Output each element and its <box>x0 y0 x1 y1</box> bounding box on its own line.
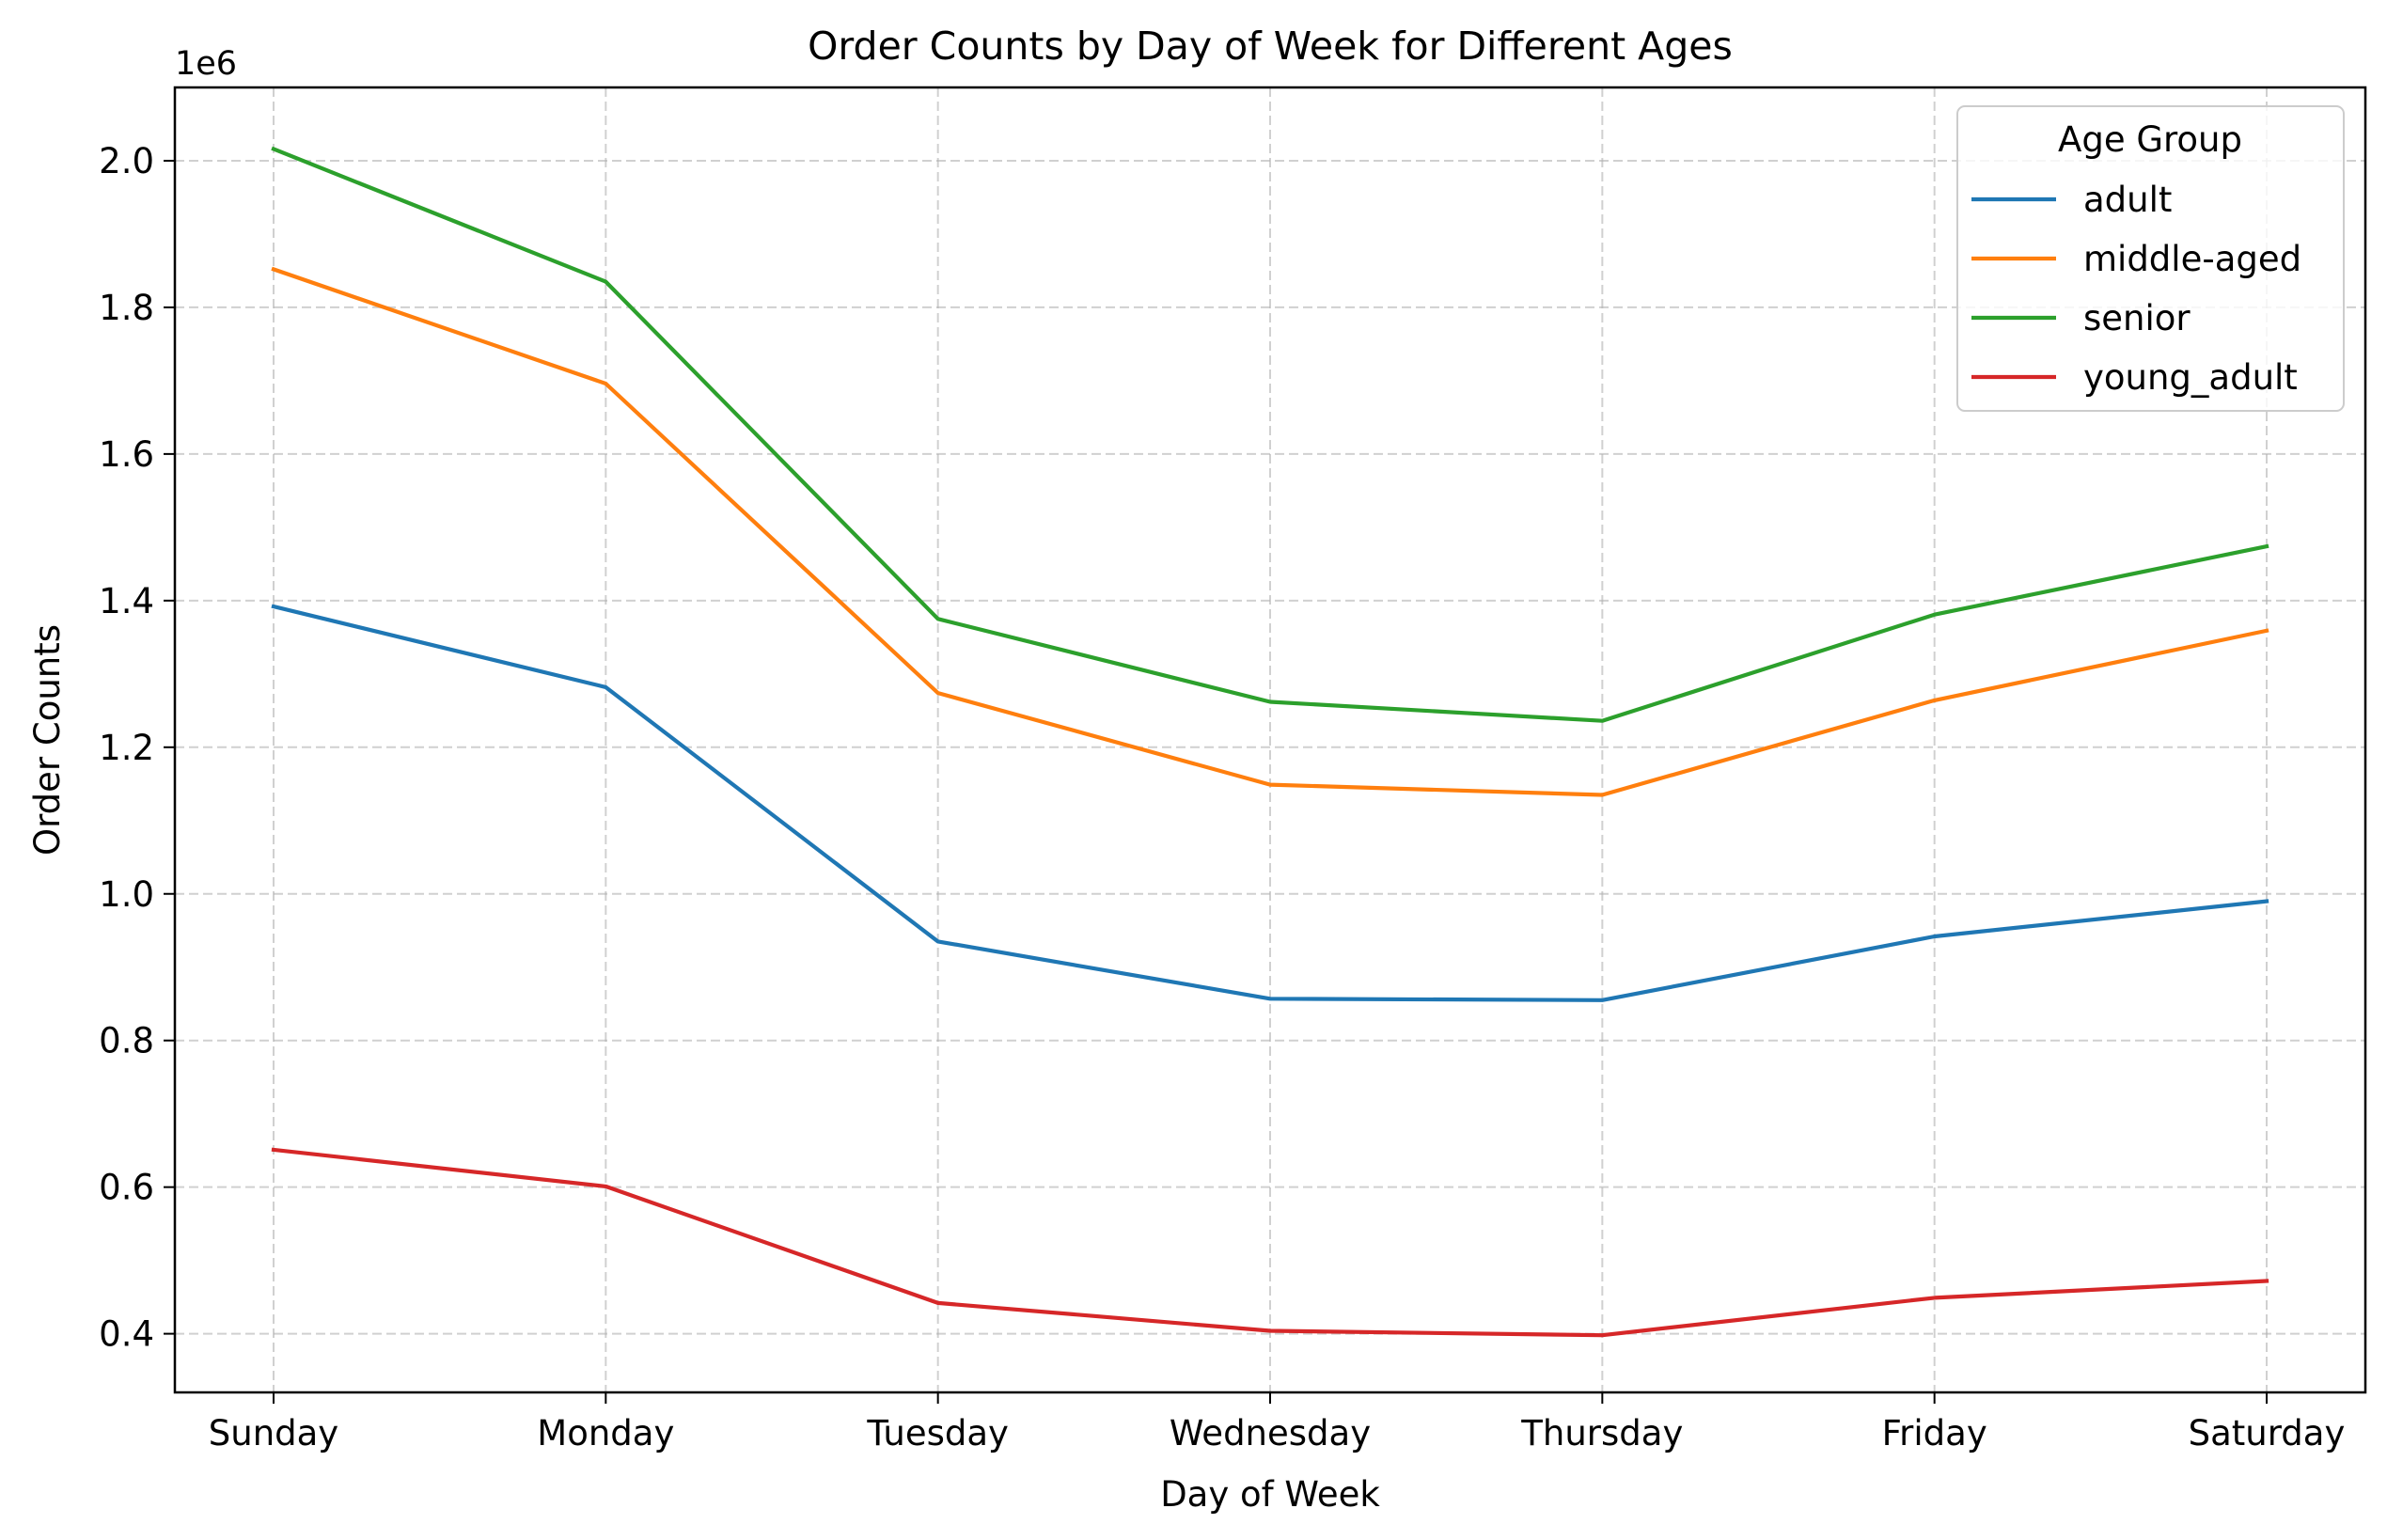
y-tick-label: 1.8 <box>99 288 154 328</box>
y-axis: 0.4 0.6 0.8 1.0 1.2 1.4 1.6 1.8 2.0 <box>99 141 175 1355</box>
series-line-middle-aged <box>271 266 2269 797</box>
x-tick-label: Tuesday <box>866 1413 1009 1454</box>
x-tick-label: Wednesday <box>1170 1413 1371 1454</box>
y-tick-label: 1.2 <box>99 728 154 768</box>
legend-label-middle-aged: middle-aged <box>2083 239 2301 279</box>
x-tick-label: Saturday <box>2189 1413 2346 1454</box>
x-axis-label: Day of Week <box>1160 1474 1380 1515</box>
x-tick-label: Monday <box>537 1413 674 1454</box>
series-lines <box>271 146 2269 1338</box>
y-tick-label: 1.6 <box>99 434 154 475</box>
legend-box <box>1956 105 2345 412</box>
y-tick-label: 1.0 <box>99 874 154 915</box>
legend-label-young_adult: young_adult <box>2083 357 2298 398</box>
legend: Age Group adult middle-aged senior young_ad… <box>1956 105 2345 412</box>
series-line-adult <box>271 604 2269 1002</box>
legend-items: adult middle-aged senior young_adult <box>1971 180 2301 398</box>
y-tick-label: 1.4 <box>99 581 154 621</box>
chart-title: Order Counts by Day of Week for Differen… <box>808 24 1733 69</box>
legend-title: Age Group <box>2058 119 2242 160</box>
y-axis-label: Order Counts <box>27 624 68 856</box>
y-tick-label: 0.6 <box>99 1168 154 1208</box>
y-tick-label: 0.8 <box>99 1021 154 1061</box>
series-line-senior <box>271 146 2269 723</box>
y-tick-label: 0.4 <box>99 1314 154 1355</box>
legend-label-senior: senior <box>2083 298 2191 338</box>
x-tick-label: Sunday <box>209 1413 338 1454</box>
x-tick-label: Friday <box>1882 1413 1987 1454</box>
y-tick-label: 2.0 <box>99 141 154 181</box>
x-tick-label: Thursday <box>1520 1413 1683 1454</box>
x-axis: Sunday Monday Tuesday Wednesday Thursday Frid… <box>209 1392 2346 1454</box>
legend-label-adult: adult <box>2083 180 2172 220</box>
series-line-young_adult <box>271 1147 2269 1338</box>
y-axis-offset-label: 1e6 <box>175 45 237 83</box>
